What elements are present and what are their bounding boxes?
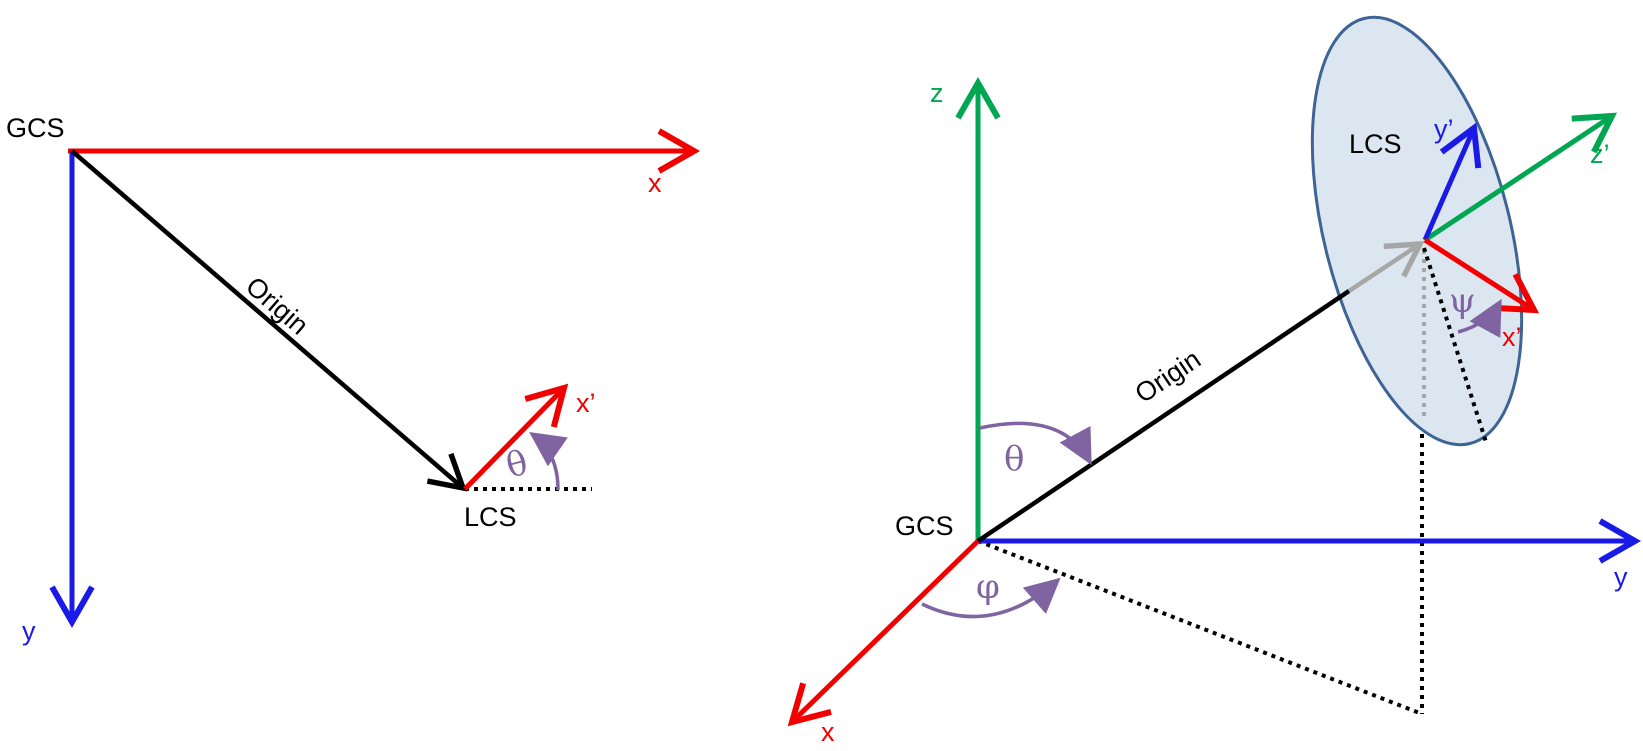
right-phi-arc <box>921 577 1061 619</box>
right-lcs-label: LCS <box>1349 129 1402 159</box>
right-gcs-label: GCS <box>895 511 954 541</box>
right-psi-arc <box>1457 298 1502 339</box>
right-x-label: x <box>821 717 835 747</box>
right-theta-label: θ <box>1004 439 1024 479</box>
right-theta-arc <box>979 421 1092 466</box>
right-z-label: z <box>930 78 944 108</box>
right-origin-vector-hidden <box>1347 240 1425 293</box>
left-lcs-label: LCS <box>464 502 517 532</box>
right-origin-label: Origin <box>1130 344 1206 409</box>
right-lcs-disk <box>1310 15 1524 447</box>
right-phi-label: φ <box>976 567 1000 607</box>
right-zprime-vector <box>1423 112 1618 243</box>
right-psi-reference-dotted-line <box>1422 247 1488 443</box>
left-y-label: y <box>22 616 36 646</box>
left-xprime-vector <box>463 383 569 491</box>
right-psi-label: ψ <box>1449 281 1476 321</box>
right-y-label: y <box>1614 562 1628 592</box>
left-theta-arc <box>529 432 568 491</box>
right-3d-diagram: z GCS y x Origin LCS y’ z’ x’ θ φ ψ <box>787 15 1642 747</box>
left-theta-label: θ <box>502 443 532 487</box>
left-origin-vector <box>70 149 468 492</box>
left-x-label: x <box>648 168 662 198</box>
left-gcs-label: GCS <box>6 113 65 143</box>
right-zprime-label: z’ <box>1590 139 1610 169</box>
right-x-axis <box>787 539 980 727</box>
right-origin-vector <box>976 289 1351 543</box>
right-projection-line-ground <box>977 539 1423 716</box>
right-xprime-vector <box>1423 237 1540 314</box>
right-yprime-vector <box>1422 122 1482 242</box>
right-yprime-label: y’ <box>1434 114 1454 144</box>
right-xprime-label: x’ <box>1502 322 1522 352</box>
left-2d-diagram: GCS x y Origin LCS x’ θ <box>6 113 701 646</box>
left-xprime-label: x’ <box>576 388 596 418</box>
